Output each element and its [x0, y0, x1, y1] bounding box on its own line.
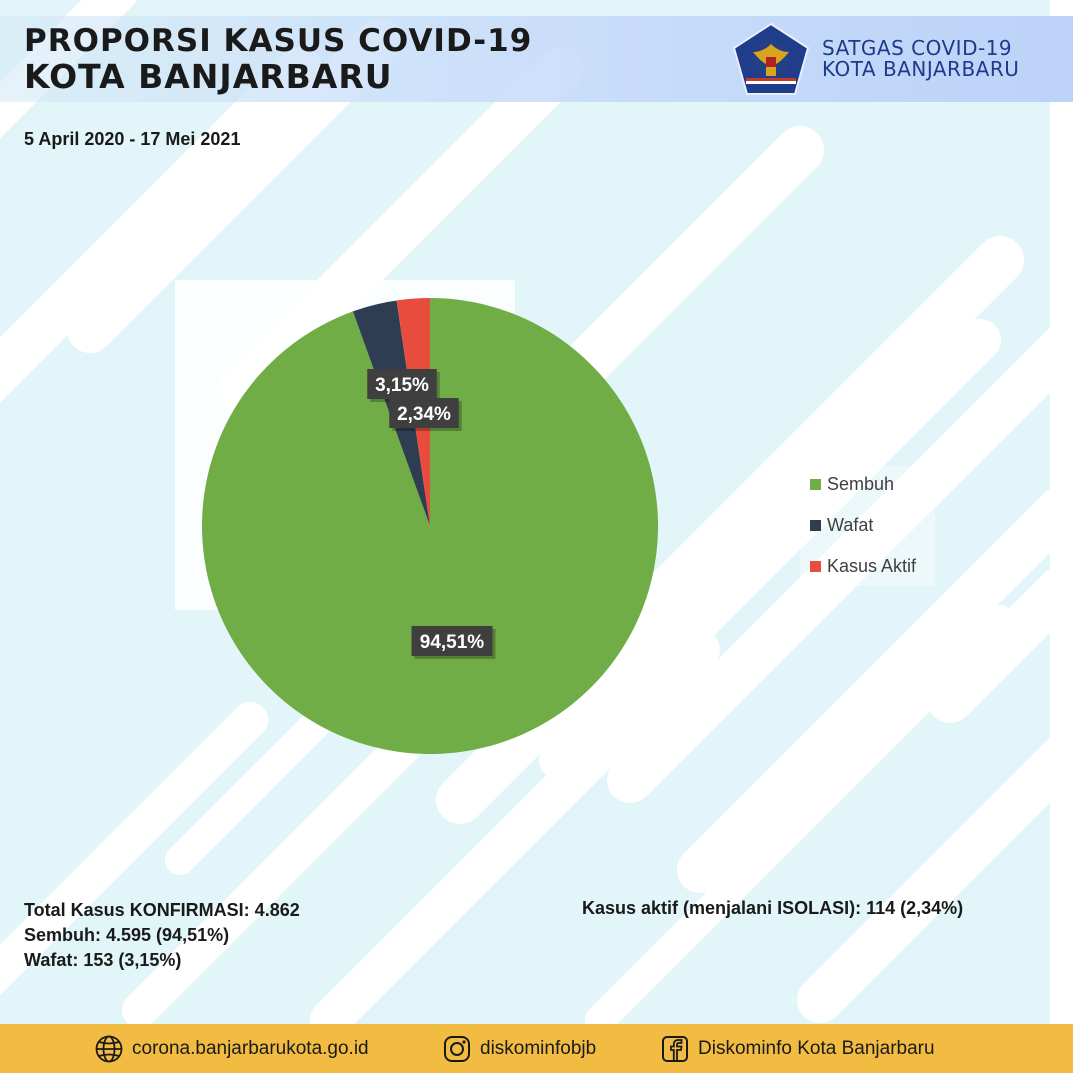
- active-cases: Kasus aktif (menjalani ISOLASI): 114 (2,…: [582, 898, 964, 918]
- page-title: PROPORSI KASUS COVID-19 KOTA BANJARBARU: [24, 24, 532, 96]
- org-name: SATGAS COVID-19 KOTA BANJARBARU: [822, 38, 1019, 80]
- total-cases: Total Kasus KONFIRMASI: 4.862: [24, 900, 300, 920]
- title-line-1: PROPORSI KASUS COVID-19: [24, 23, 533, 59]
- legend-label-wafat: Wafat: [827, 515, 874, 535]
- legend-label-kasus-aktif: Kasus Aktif: [827, 556, 917, 576]
- date-range: 5 April 2020 - 17 Mei 2021: [24, 129, 241, 149]
- death-cases: Wafat: 153 (3,15%): [24, 950, 182, 970]
- svg-text:94,51%: 94,51%: [420, 632, 485, 653]
- legend-item-wafat: Wafat: [810, 515, 873, 536]
- satgas-logo: [732, 22, 810, 96]
- data-label-wafat: 3,15%: [367, 369, 440, 402]
- org-line-1: SATGAS COVID-19: [822, 36, 1013, 60]
- footer-instagram-label: diskominfobjb: [480, 1038, 597, 1059]
- svg-text:3,15%: 3,15%: [375, 375, 429, 396]
- instagram-icon: [444, 1036, 470, 1062]
- org-line-2: KOTA BANJARBARU: [822, 57, 1020, 81]
- title-line-2: KOTA BANJARBARU: [24, 56, 393, 96]
- footer-bar: corona.banjarbarukota.go.id diskominfobj…: [0, 1024, 1073, 1073]
- legend-label-sembuh: Sembuh: [827, 474, 895, 494]
- data-label-kasus-aktif: 2,34%: [389, 398, 462, 431]
- footer-facebook-label: Diskominfo Kota Banjarbaru: [698, 1038, 935, 1059]
- footer-website-label: corona.banjarbarukota.go.id: [132, 1038, 369, 1059]
- legend-swatch-sembuh: [810, 479, 821, 490]
- chart-legend: Sembuh Wafat Kasus Aktif: [800, 466, 935, 586]
- globe-icon: [95, 1035, 123, 1063]
- data-label-sembuh: 94,51%: [411, 626, 496, 659]
- footer-instagram[interactable]: diskominfobjb: [442, 1034, 596, 1064]
- footer-website[interactable]: corona.banjarbarukota.go.id: [94, 1034, 369, 1064]
- legend-swatch-kasus-aktif: [810, 561, 821, 572]
- legend-item-sembuh: Sembuh: [810, 474, 894, 495]
- case-summary: Total Kasus KONFIRMASI: 4.862 Sembuh: 4.…: [24, 898, 300, 973]
- facebook-icon: [662, 1036, 688, 1062]
- garuda-emblem-icon: [732, 22, 810, 95]
- recovered-cases: Sembuh: 4.595 (94,51%): [24, 925, 230, 945]
- footer-facebook[interactable]: Diskominfo Kota Banjarbaru: [660, 1034, 935, 1064]
- header-band: [0, 16, 1073, 102]
- legend-swatch-wafat: [810, 520, 821, 531]
- svg-text:2,34%: 2,34%: [397, 404, 451, 425]
- legend-item-kasus-aktif: Kasus Aktif: [810, 556, 916, 577]
